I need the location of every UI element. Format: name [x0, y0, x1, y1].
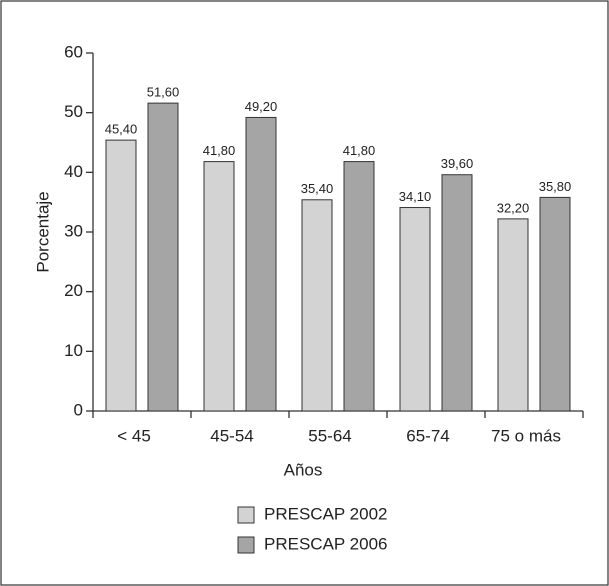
bar — [245, 116, 277, 412]
legend-label: PRESCAP 2006 — [264, 534, 387, 553]
legend-label: PRESCAP 2002 — [264, 504, 387, 523]
value-label: 41,80 — [203, 143, 236, 158]
value-label: 45,40 — [105, 122, 138, 137]
x-tick-label: 75 o más — [491, 426, 561, 445]
legend-swatch — [237, 536, 255, 554]
y-tick-label: 20 — [64, 281, 83, 300]
bar — [105, 139, 137, 412]
value-label: 34,10 — [399, 189, 432, 204]
y-tick-label: 40 — [64, 162, 83, 181]
value-label: 51,60 — [147, 85, 180, 100]
y-tick-label: 30 — [64, 221, 83, 240]
bar — [343, 161, 375, 412]
x-tick-label: 45-54 — [210, 426, 253, 445]
x-tick-label: < 45 — [117, 426, 151, 445]
x-tick-label: 55-64 — [308, 426, 351, 445]
bar — [497, 218, 529, 412]
value-label: 41,80 — [343, 143, 376, 158]
bar — [539, 196, 571, 412]
x-axis-title: Años — [284, 460, 323, 479]
y-tick-label: 50 — [64, 102, 83, 121]
y-axis-title: Porcentaje — [33, 191, 52, 272]
bar — [301, 199, 333, 412]
legend-swatch — [237, 506, 255, 524]
value-label: 32,20 — [497, 200, 530, 215]
x-tick-label: 65-74 — [406, 426, 449, 445]
y-tick-label: 10 — [64, 341, 83, 360]
bar — [147, 102, 179, 412]
value-label: 35,40 — [301, 181, 334, 196]
y-tick-label: 60 — [64, 42, 83, 61]
bar — [203, 161, 235, 412]
value-label: 39,60 — [441, 156, 474, 171]
y-tick-label: 0 — [74, 400, 83, 419]
value-label: 49,20 — [245, 99, 278, 114]
bar — [441, 174, 473, 412]
bar — [399, 207, 431, 412]
value-label: 35,80 — [539, 179, 572, 194]
